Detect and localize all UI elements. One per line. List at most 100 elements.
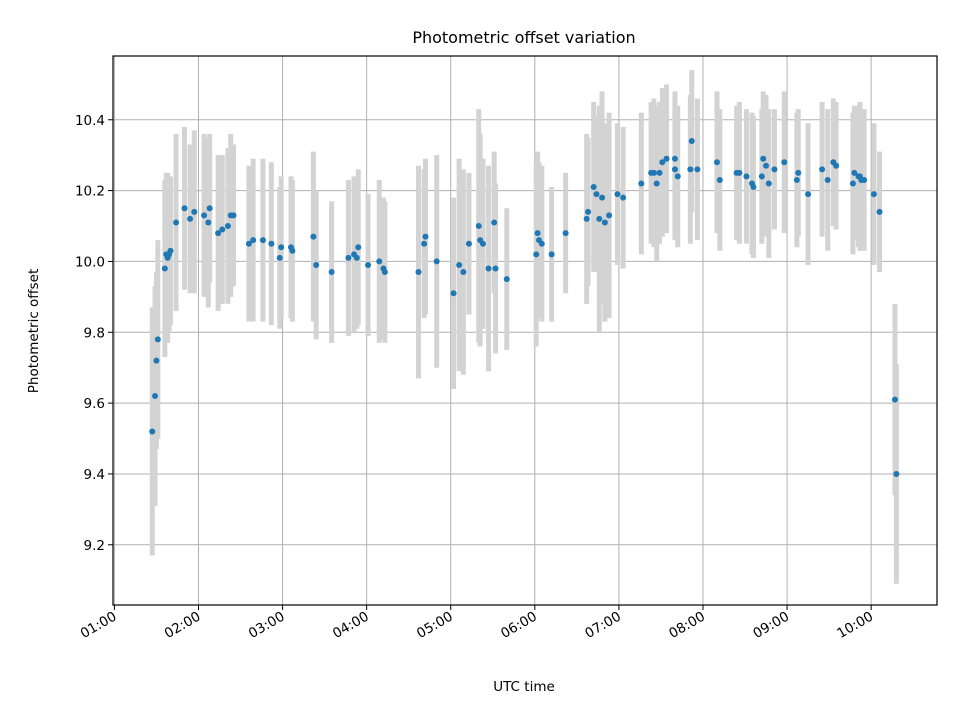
data-point [599,194,606,201]
data-point [485,265,492,272]
axes-frame [112,55,938,606]
data-point [345,254,352,261]
data-point [153,357,160,364]
data-point [278,244,285,251]
data-point [659,159,666,166]
data-point [161,265,168,272]
data-point [663,155,670,162]
data-point [876,208,883,215]
data-point [289,247,296,254]
data-point [460,269,467,276]
data-point [310,233,317,240]
data-point [191,208,198,215]
data-point [851,169,858,176]
data-point [765,180,772,187]
data-point [870,191,877,198]
data-point [259,237,266,244]
data-point [638,180,645,187]
x-tick-label: 05:00 [414,609,456,642]
x-tick-label: 01:00 [78,609,120,642]
data-point [433,258,440,265]
data-point [206,205,213,212]
data-point [562,230,569,237]
data-point [833,162,840,169]
data-point [687,166,694,173]
x-tick-label: 08:00 [666,609,708,642]
data-point [181,205,188,212]
data-point [415,269,422,276]
data-point [376,258,383,265]
data-point [590,184,597,191]
y-tick-label: 9.4 [84,467,105,483]
y-tick-label: 9.6 [84,396,105,412]
data-points [149,138,900,477]
data-point [824,176,831,183]
data-point [268,240,275,247]
data-point [891,396,898,403]
errorbars [149,70,899,584]
data-point [849,180,856,187]
data-point [491,219,498,226]
x-ticks: 01:00 02:00 03:00 04:00 05:00 06:00 07:00 08:00… [78,605,876,642]
data-point [763,162,770,169]
data-point [743,173,750,180]
data-point [694,166,701,173]
y-axis-label: Photometric offset [26,269,42,393]
data-point [593,191,600,198]
data-point [353,254,360,261]
chart-title: Photometric offset variation [412,28,635,47]
data-point [688,138,695,145]
data-point [534,230,541,237]
data-point [614,191,621,198]
data-point [215,230,222,237]
data-point [422,233,429,240]
data-point [173,219,180,226]
data-point [250,237,257,244]
data-point [313,261,320,268]
data-point [492,265,499,272]
data-point [201,212,208,219]
y-tick-label: 10.2 [75,184,105,200]
data-point [167,247,174,254]
data-point [620,194,627,201]
x-tick-label: 10:00 [834,609,876,642]
data-point [606,212,613,219]
data-point [893,470,900,477]
data-point [219,226,226,233]
data-point [736,169,743,176]
data-point [781,159,788,166]
data-point [671,155,678,162]
grid [113,56,937,605]
data-point [381,269,388,276]
data-point [503,276,510,283]
data-point [230,212,237,219]
data-point [750,184,757,191]
y-tick-label: 10.0 [75,254,105,270]
data-point [819,166,826,173]
data-point [713,159,720,166]
x-tick-label: 09:00 [750,609,792,642]
data-point [328,269,335,276]
x-axis-label: UTC time [493,679,555,695]
data-point [355,244,362,251]
y-tick-label: 9.8 [84,325,105,341]
data-point [276,254,283,261]
data-point [205,219,212,226]
data-point [450,290,457,297]
data-point [365,261,372,268]
x-tick-label: 03:00 [246,609,288,642]
data-point [583,215,590,222]
data-point [187,215,194,222]
x-tick-label: 07:00 [582,609,624,642]
data-point [465,240,472,247]
data-point [224,223,231,230]
y-tick-label: 10.4 [75,113,105,129]
data-point [479,240,486,247]
data-point [538,240,545,247]
y-ticks: 9.2 9.4 9.6 9.8 10.0 10.2 10.4 [75,113,113,554]
data-point [533,251,540,258]
data-point [674,173,681,180]
x-tick-label: 02:00 [162,609,204,642]
data-point [760,155,767,162]
